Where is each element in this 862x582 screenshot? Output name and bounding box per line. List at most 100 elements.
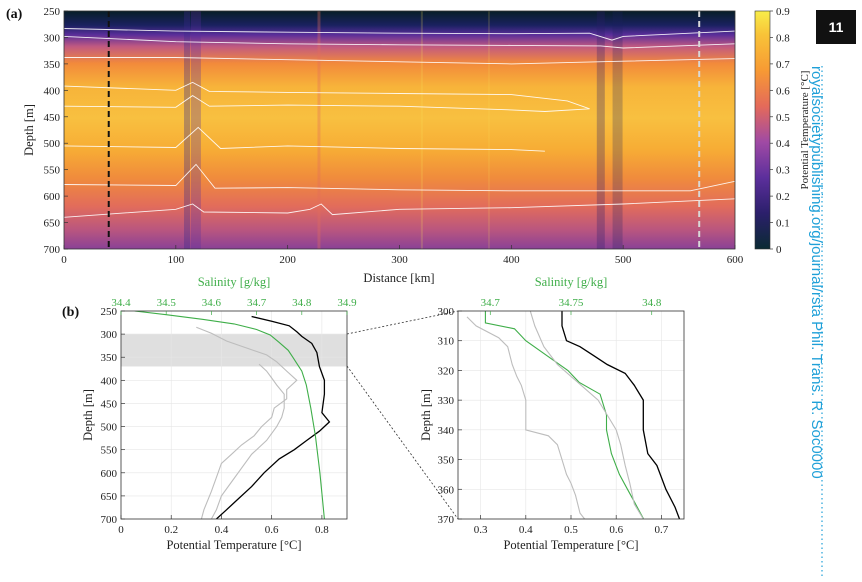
y-tick-label: 300 (101, 329, 118, 341)
panel-b-xlabel: Potential Temperature [°C] (166, 538, 301, 552)
x-tick-label: 400 (503, 254, 520, 266)
colorbar-tick-label: 0.8 (776, 32, 790, 44)
page-number-tab (816, 10, 856, 44)
x-tick-label: 500 (615, 254, 632, 266)
y-tick-label: 450 (44, 112, 61, 124)
contour-line (64, 81, 590, 112)
colorbar-tick-label: 0.3 (776, 165, 790, 177)
panel-a-axes: 0 100 200 300 400 500 600 250 300 350 400 450 500 550… (44, 6, 744, 266)
y-tick-label: 400 (101, 375, 118, 387)
y-tick-label: 500 (101, 422, 118, 434)
x-tick-label: 600 (727, 254, 744, 266)
zoom-connector-bottom (346, 365, 459, 520)
y-tick-label: 400 (44, 85, 61, 97)
x-tick-label: 0.4 (519, 524, 533, 536)
heatmap-streak (420, 11, 423, 249)
top-tick-label: 34.6 (202, 297, 222, 309)
panel-zoom-top-xlabel: Salinity [g/kg] (535, 275, 608, 289)
page-number: 11 (829, 19, 844, 35)
x-tick-label: 300 (391, 254, 408, 266)
panel-zoom-series (466, 311, 681, 519)
y-tick-label: 250 (44, 6, 61, 18)
top-tick-label: 34.7 (247, 297, 267, 309)
panel-a: (a) 0 100 200 300 400 500 600 250 300 350 400 450 50… (6, 6, 811, 285)
profile-line-grey (210, 363, 285, 519)
panel-zoom: 0.3 0.4 0.5 0.6 0.7 300 310 320 330 340 350 360 370 3… (419, 275, 685, 552)
y-tick-label: 650 (44, 218, 61, 230)
contour-line (64, 57, 735, 65)
y-tick-label: 300 (44, 32, 61, 44)
highlight-band (121, 334, 347, 367)
x-tick-label: 200 (279, 254, 296, 266)
contour-line (64, 163, 735, 192)
top-tick-label: 34.4 (111, 297, 131, 309)
profile-line-green (484, 311, 645, 519)
contour-line (64, 126, 545, 152)
profile-line-grey (466, 316, 586, 519)
colorbar-tick-label: 0.9 (776, 6, 790, 18)
top-tick-label: 34.7 (481, 297, 501, 309)
panel-a-label: (a) (6, 7, 23, 22)
y-tick-label: 450 (101, 398, 118, 410)
x-tick-label: 0.2 (164, 524, 178, 536)
y-tick-label: 250 (101, 306, 118, 318)
profile-line-grey (529, 311, 644, 519)
panel-b-axes: 0 0.2 0.4 0.6 0.8 250 300 350 400 450 500 550 600 650… (101, 297, 358, 536)
y-tick-label: 550 (44, 165, 61, 177)
top-tick-label: 34.9 (337, 297, 357, 309)
y-tick-label: 700 (44, 244, 61, 256)
top-tick-label: 34.8 (292, 297, 312, 309)
colorbar-tick-label: 0.7 (776, 59, 790, 71)
y-tick-label: 370 (438, 514, 455, 526)
profile-line-green (134, 311, 325, 519)
x-tick-label: 0 (61, 254, 67, 266)
panel-zoom-xlabel: Potential Temperature [°C] (503, 538, 638, 552)
contour-line (64, 35, 735, 49)
profile-line-black (215, 315, 331, 519)
x-tick-label: 0.8 (315, 524, 329, 536)
y-tick-label: 600 (101, 468, 118, 480)
panel-b: (b) 0 0.2 0.4 0.6 0.8 250 300 350 400 450 500 550 60… (62, 275, 357, 552)
y-tick-label: 350 (438, 455, 455, 467)
x-tick-label: 0.6 (609, 524, 623, 536)
panel-a-ylabel: Depth [m] (22, 104, 36, 156)
profile-line-grey (196, 326, 298, 519)
panel-b-label: (b) (62, 305, 79, 320)
x-tick-label: 0.7 (655, 524, 669, 536)
x-tick-label: 0.3 (474, 524, 488, 536)
contour-lines (64, 28, 735, 218)
heatmap-streak (487, 11, 490, 249)
y-tick-label: 700 (101, 514, 118, 526)
panel-b-frame (120, 310, 348, 520)
y-tick-label: 310 (438, 336, 455, 348)
panel-b-ylabel: Depth [m] (81, 389, 95, 441)
y-tick-label: 320 (438, 365, 455, 377)
top-tick-label: 34.5 (157, 297, 177, 309)
colorbar-tick-label: 0.2 (776, 191, 790, 203)
profile-line-black (561, 311, 681, 519)
y-tick-label: 300 (438, 306, 455, 318)
x-tick-label: 0 (118, 524, 124, 536)
panel-a-xlabel: Distance [km] (363, 271, 434, 285)
colorbar (754, 10, 771, 250)
x-tick-label: 0.4 (215, 524, 229, 536)
contour-line (64, 28, 735, 41)
y-tick-label: 350 (44, 59, 61, 71)
y-tick-label: 350 (101, 352, 118, 364)
top-tick-label: 34.75 (559, 297, 584, 309)
x-tick-label: 0.6 (265, 524, 279, 536)
heatmap-streak (596, 11, 605, 249)
panel-b-top-xlabel: Salinity [g/kg] (198, 275, 271, 289)
x-tick-label: 0.5 (564, 524, 578, 536)
colorbar-tick-label: 0.5 (776, 112, 790, 124)
top-tick-label: 34.8 (642, 297, 662, 309)
y-tick-label: 600 (44, 191, 61, 203)
colorbar-tick-label: 0 (776, 244, 782, 256)
contour-line (64, 198, 735, 218)
colorbar-tick-label: 0.1 (776, 218, 790, 230)
zoom-connector-top (346, 310, 459, 335)
colorbar-tick-label: 0.6 (776, 85, 790, 97)
colorbar-ticks: 0 0.1 0.2 0.3 0.4 0.5 0.6 0.7 0.8 0.9 (770, 6, 790, 256)
y-tick-label: 360 (438, 484, 455, 496)
